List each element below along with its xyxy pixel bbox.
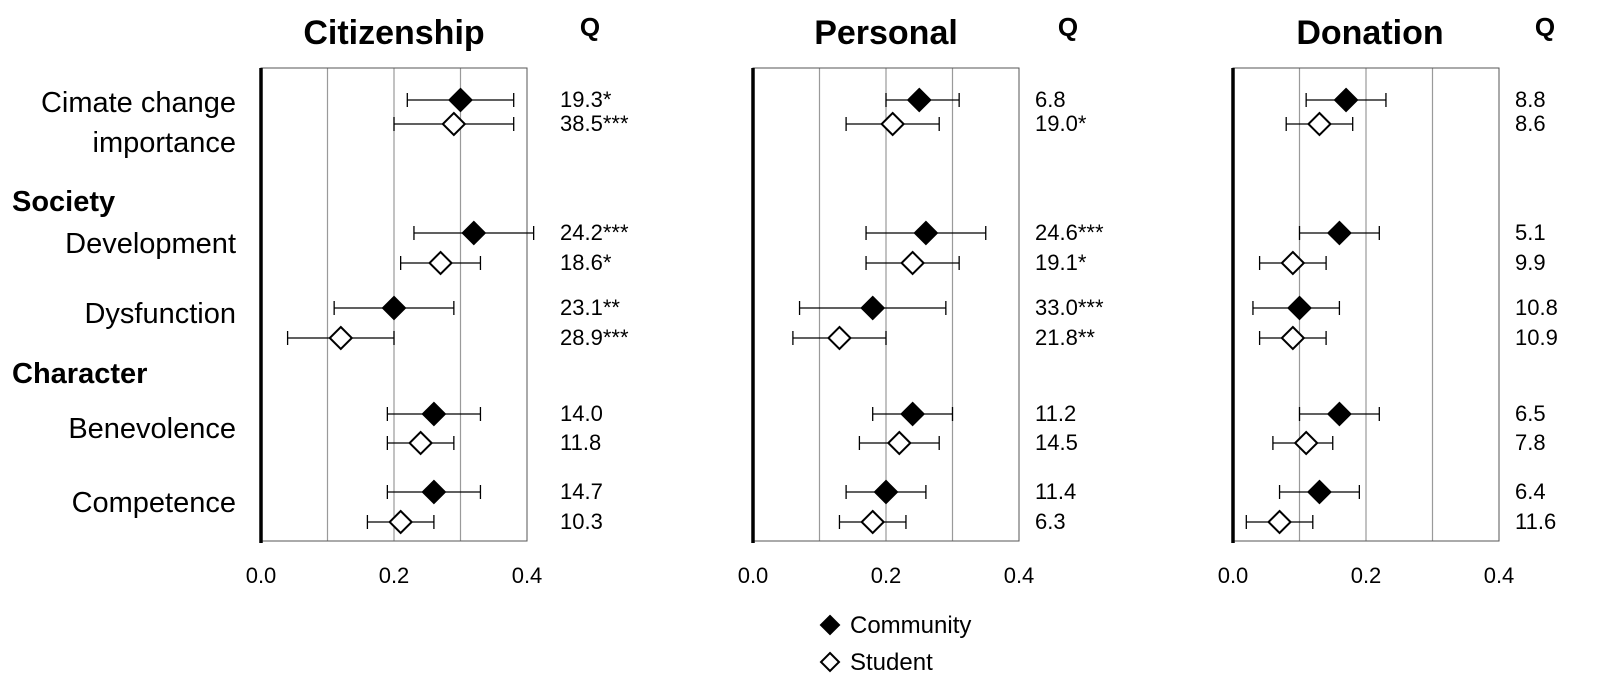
q-column-header: Q xyxy=(1058,12,1078,42)
q-statistic-value: 8.6 xyxy=(1515,111,1546,136)
community-diamond-point xyxy=(913,220,939,246)
x-tick-label: 0.0 xyxy=(738,563,769,588)
q-statistic-value: 11.8 xyxy=(560,430,601,455)
row-label: importance xyxy=(93,127,236,159)
q-statistic-value: 8.8 xyxy=(1515,87,1546,112)
group-label: Society xyxy=(12,186,115,218)
q-statistic-value: 18.6* xyxy=(560,250,612,275)
community-diamond-point xyxy=(421,479,447,505)
x-tick-label: 0.0 xyxy=(246,563,277,588)
community-diamond-point xyxy=(421,401,447,427)
row-label: Cimate change xyxy=(41,87,236,119)
panel-title: Donation xyxy=(1296,14,1443,52)
community-diamond-point xyxy=(1333,87,1359,113)
legend-student-marker xyxy=(819,651,841,673)
q-statistic-value: 21.8** xyxy=(1035,325,1095,350)
student-diamond-point xyxy=(1280,325,1306,351)
q-column-header: Q xyxy=(1535,12,1555,42)
x-tick-label: 0.4 xyxy=(1004,563,1035,588)
text-labels: Citizenship Q 0.0 0.2 0.4 19.3*38.5*** 24.2***… xyxy=(12,12,1558,588)
q-statistic-value: 38.5*** xyxy=(560,111,629,136)
x-tick-label: 0.0 xyxy=(1218,563,1249,588)
legend-community-marker xyxy=(819,614,841,636)
student-diamond-point xyxy=(900,250,926,276)
q-statistic-value: 14.5 xyxy=(1035,430,1078,455)
student-diamond-point xyxy=(428,250,453,276)
student-diamond-point xyxy=(328,325,354,351)
q-statistic-value: 14.7 xyxy=(560,479,603,504)
q-statistic-value: 19.3* xyxy=(560,87,612,112)
q-statistic-value: 24.2*** xyxy=(560,220,629,245)
community-diamond-point xyxy=(1326,220,1352,246)
community-diamond-point xyxy=(1287,295,1312,321)
error-bars xyxy=(286,93,1387,529)
plot-frames xyxy=(259,67,1500,543)
q-statistic-value: 6.3 xyxy=(1035,509,1066,534)
legend: Community Student xyxy=(819,612,971,676)
community-diamond-point xyxy=(900,401,926,427)
grid-layer xyxy=(326,68,1434,541)
student-diamond-point xyxy=(1280,250,1306,276)
student-diamond-point xyxy=(827,325,852,351)
community-diamond-point xyxy=(1326,401,1352,427)
data-points xyxy=(328,87,1359,535)
group-label: Character xyxy=(12,358,147,390)
student-diamond-point xyxy=(880,111,906,137)
q-statistic-value: 11.4 xyxy=(1035,479,1076,504)
q-column-header: Q xyxy=(580,12,600,42)
q-statistic-value: 11.2 xyxy=(1035,401,1076,426)
x-tick-label: 0.2 xyxy=(871,563,902,588)
q-statistic-value: 10.9 xyxy=(1515,325,1558,350)
q-statistic-value: 19.0* xyxy=(1035,111,1087,136)
q-statistic-value: 28.9*** xyxy=(560,325,629,350)
student-diamond-point xyxy=(860,509,886,535)
student-diamond-point xyxy=(1307,111,1332,137)
x-tick-label: 0.2 xyxy=(1351,563,1382,588)
q-statistic-value: 10.8 xyxy=(1515,295,1558,320)
x-tick-label: 0.4 xyxy=(512,563,543,588)
student-diamond-point xyxy=(408,430,434,456)
student-diamond-point xyxy=(886,430,912,456)
q-statistic-value: 23.1** xyxy=(560,295,620,320)
x-tick-label: 0.4 xyxy=(1484,563,1515,588)
student-diamond-point xyxy=(1293,430,1319,456)
q-statistic-value: 33.0*** xyxy=(1035,295,1104,320)
q-statistic-value: 6.4 xyxy=(1515,479,1546,504)
row-label: Benevolence xyxy=(68,413,236,445)
q-statistic-value: 5.1 xyxy=(1515,220,1546,245)
legend-label: Community xyxy=(850,612,971,639)
community-diamond-point xyxy=(1307,479,1332,505)
q-statistic-value: 7.8 xyxy=(1515,430,1546,455)
community-diamond-point xyxy=(906,87,932,113)
q-statistic-value: 11.6 xyxy=(1515,509,1556,534)
student-diamond-point xyxy=(441,111,467,137)
row-label: Competence xyxy=(72,487,236,519)
community-diamond-point xyxy=(461,220,487,246)
x-tick-label: 0.2 xyxy=(379,563,410,588)
q-statistic-value: 6.5 xyxy=(1515,401,1546,426)
q-statistic-value: 14.0 xyxy=(560,401,603,426)
q-statistic-value: 6.8 xyxy=(1035,87,1066,112)
q-statistic-value: 10.3 xyxy=(560,509,603,534)
community-diamond-point xyxy=(873,479,899,505)
q-statistic-value: 24.6*** xyxy=(1035,220,1104,245)
community-diamond-point xyxy=(448,87,473,113)
panel-title: Personal xyxy=(814,14,958,52)
row-label: Development xyxy=(65,228,236,260)
q-statistic-value: 19.1* xyxy=(1035,250,1087,275)
student-diamond-point xyxy=(1267,509,1292,535)
legend-label: Student xyxy=(850,649,933,676)
student-diamond-point xyxy=(388,509,414,535)
community-diamond-point xyxy=(860,295,886,321)
panel-title: Citizenship xyxy=(303,14,484,52)
q-statistic-value: 9.9 xyxy=(1515,250,1546,275)
community-diamond-point xyxy=(381,295,407,321)
row-label: Dysfunction xyxy=(84,298,236,330)
